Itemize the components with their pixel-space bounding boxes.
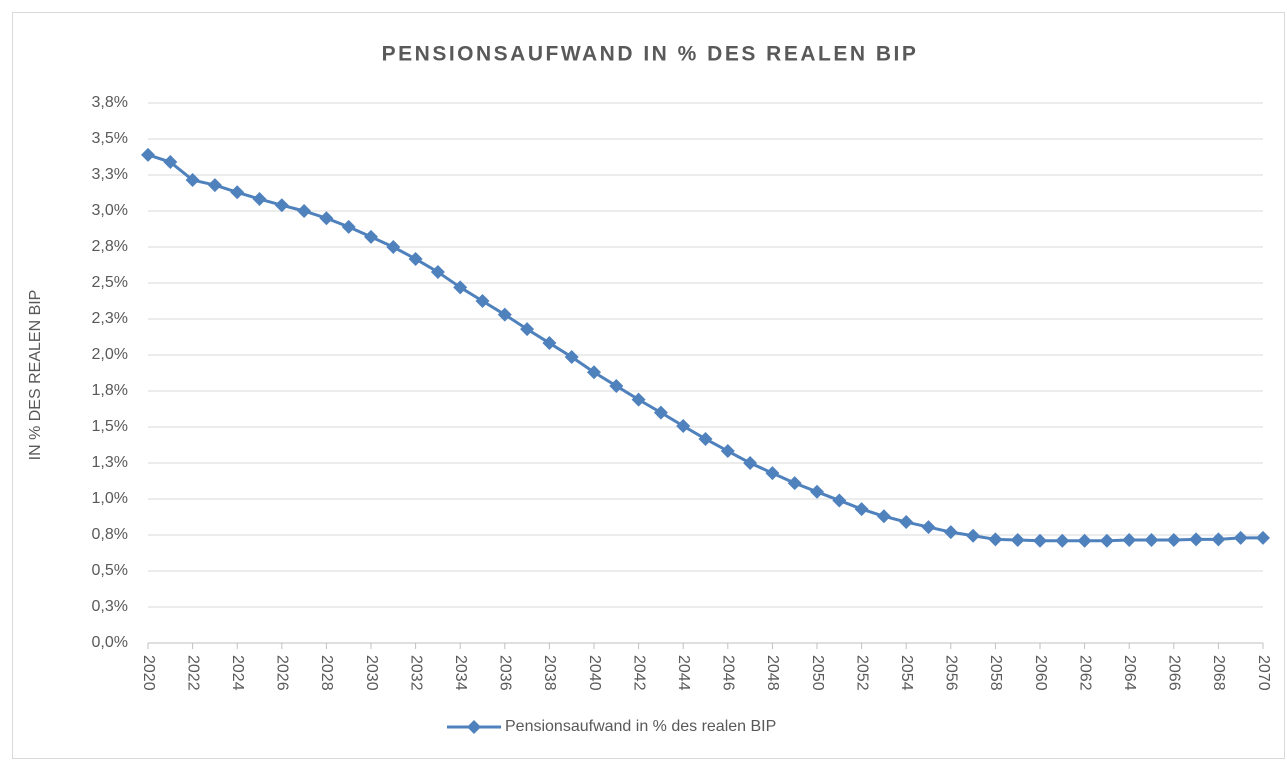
y-tick-label: 1,8%	[92, 382, 128, 399]
data-marker	[1166, 533, 1181, 548]
data-marker	[854, 502, 869, 517]
x-tick-label: 2020	[140, 655, 157, 691]
x-tick-label: 2052	[853, 655, 870, 691]
data-marker	[587, 365, 601, 380]
data-marker	[810, 484, 824, 499]
data-marker	[943, 525, 958, 540]
x-tick-label: 2058	[987, 655, 1004, 691]
x-tick-label: 2062	[1076, 655, 1093, 691]
data-marker	[1256, 530, 1270, 545]
x-tick-label: 2022	[184, 655, 201, 691]
data-marker	[475, 294, 490, 308]
data-marker	[1077, 533, 1092, 548]
data-marker	[832, 493, 847, 508]
x-tick-label: 2028	[318, 655, 335, 691]
y-axis-label: IN % DES REALEN BIP	[27, 290, 44, 461]
data-marker	[408, 251, 423, 266]
y-tick-label: 1,0%	[92, 490, 128, 507]
data-marker	[765, 466, 780, 481]
x-tick-label: 2026	[274, 655, 291, 691]
data-marker	[698, 431, 713, 446]
x-tick-label: 2066	[1166, 655, 1183, 691]
y-tick-label: 3,8%	[92, 94, 128, 111]
x-tick-label: 2040	[586, 655, 603, 691]
data-marker	[163, 155, 178, 170]
data-marker	[653, 405, 668, 420]
y-tick-label: 3,3%	[92, 166, 128, 183]
x-tick-label: 2034	[452, 655, 469, 691]
data-marker	[542, 336, 557, 351]
x-tick-label: 2030	[363, 655, 380, 691]
data-marker	[1189, 532, 1204, 547]
x-tick-label: 2024	[229, 655, 246, 691]
y-tick-label: 0,5%	[92, 562, 128, 579]
data-marker	[1033, 533, 1047, 548]
y-tick-label: 3,5%	[92, 130, 128, 147]
data-marker	[207, 178, 222, 193]
data-marker	[787, 476, 802, 491]
x-tick-label: 2056	[943, 655, 960, 691]
legend-marker	[467, 720, 481, 734]
y-tick-label: 0,8%	[92, 526, 128, 543]
y-tick-label: 2,3%	[92, 310, 128, 327]
x-tick-label: 2038	[541, 655, 558, 691]
data-marker	[1122, 533, 1137, 548]
y-tick-label: 2,8%	[92, 238, 128, 255]
data-marker	[430, 265, 445, 280]
data-marker	[966, 528, 981, 543]
data-marker	[609, 378, 624, 393]
data-marker	[876, 509, 891, 524]
data-marker	[988, 532, 1003, 547]
y-tick-label: 1,3%	[92, 454, 128, 471]
y-tick-label: 2,5%	[92, 274, 128, 291]
data-marker	[453, 280, 468, 295]
x-tick-label: 2042	[630, 655, 647, 691]
data-marker	[1144, 533, 1159, 548]
legend-label: Pensionsaufwand in % des realen BIP	[505, 718, 776, 735]
data-marker	[252, 192, 267, 207]
data-marker	[141, 147, 155, 162]
data-marker	[1099, 533, 1114, 548]
data-marker	[921, 520, 936, 535]
y-tick-label: 0,0%	[92, 634, 128, 651]
x-tick-label: 2064	[1121, 655, 1138, 691]
x-tick-label: 2060	[1032, 655, 1049, 691]
data-marker	[297, 204, 312, 218]
x-tick-label: 2070	[1255, 655, 1272, 691]
y-tick-label: 0,3%	[92, 598, 128, 615]
chart-border	[12, 12, 1285, 759]
data-marker	[631, 392, 646, 407]
data-marker	[1211, 532, 1226, 547]
x-tick-label: 2050	[809, 655, 826, 691]
x-tick-label: 2046	[720, 655, 737, 691]
y-tick-label: 1,5%	[92, 418, 128, 435]
data-marker	[230, 185, 245, 200]
data-marker	[676, 418, 691, 433]
x-tick-label: 2036	[497, 655, 514, 691]
data-marker	[743, 456, 758, 470]
data-marker	[520, 322, 535, 337]
data-marker	[720, 444, 735, 459]
y-tick-label: 2,0%	[92, 346, 128, 363]
data-marker	[364, 229, 378, 244]
data-marker	[1055, 533, 1070, 548]
data-marker	[497, 307, 512, 322]
data-marker	[386, 240, 401, 254]
x-tick-label: 2068	[1210, 655, 1227, 691]
x-tick-label: 2054	[898, 655, 915, 691]
data-marker	[1010, 533, 1025, 548]
chart-title: PENSIONSAUFWAND IN % DES REALEN BIP	[382, 43, 919, 66]
data-marker	[564, 350, 579, 365]
data-marker	[319, 211, 334, 226]
data-marker	[1233, 530, 1248, 545]
data-marker	[274, 198, 289, 213]
x-tick-label: 2032	[407, 655, 424, 691]
data-marker	[899, 515, 914, 530]
data-marker	[185, 173, 200, 188]
x-tick-label: 2044	[675, 655, 692, 691]
data-marker	[341, 219, 356, 234]
x-tick-label: 2048	[764, 655, 781, 691]
y-tick-label: 3,0%	[92, 202, 128, 219]
